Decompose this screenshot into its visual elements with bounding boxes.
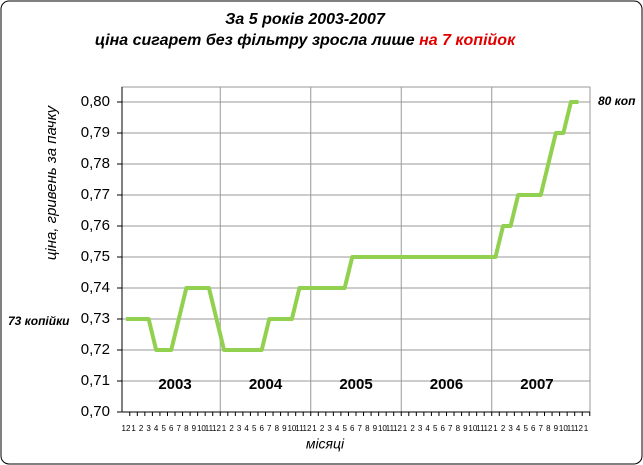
x-tick-label: 8	[456, 424, 461, 433]
y-tick-label: 0,75	[81, 248, 110, 265]
y-tick-label: 0,74	[81, 279, 110, 296]
x-tick-label: 5	[342, 424, 347, 433]
year-label: 2004	[249, 376, 283, 393]
x-tick-label: 5	[523, 424, 528, 433]
x-tick-label: 1	[584, 424, 589, 433]
annotation: 73 копійки	[8, 314, 70, 328]
x-tick-label: 12	[574, 424, 583, 433]
x-tick-label: 12	[484, 424, 493, 433]
x-tick-label: 6	[169, 424, 174, 433]
year-label: 2005	[339, 376, 372, 393]
x-tick-label: 9	[192, 424, 197, 433]
x-tick-label: 8	[546, 424, 551, 433]
y-tick-label: 0,77	[81, 186, 110, 203]
x-tick-label: 5	[433, 424, 438, 433]
line-series	[126, 100, 579, 352]
chart-title: За 5 років 2003-2007	[225, 11, 386, 28]
year-label: 2003	[158, 376, 191, 393]
x-tick-label: 2	[501, 424, 506, 433]
annotation: 80 коп	[598, 94, 636, 108]
x-tick-label: 6	[531, 424, 536, 433]
x-tick-label: 1	[222, 424, 227, 433]
x-tick-label: 12	[122, 424, 131, 433]
subtitle-text: ціна сигарет без фільтру зросла лише	[95, 32, 415, 49]
subtitle-highlight: на 7 копійок	[419, 32, 516, 49]
y-axis-label: ціна, гривень за пачку	[43, 104, 60, 260]
x-tick-label: 6	[440, 424, 445, 433]
x-tick-label: 9	[282, 424, 287, 433]
x-tick-label: 3	[327, 424, 332, 433]
x-tick-label: 3	[237, 424, 242, 433]
x-tick-label: 1	[131, 424, 136, 433]
x-tick-label: 8	[365, 424, 370, 433]
chart-subtitle: ціна сигарет без фільтру зросла лише на …	[95, 32, 516, 49]
y-tick-label: 0,80	[81, 93, 110, 110]
x-tick-label: 5	[161, 424, 166, 433]
x-tick-label: 10	[378, 424, 387, 433]
x-tick-label: 7	[358, 424, 363, 433]
y-tick-label: 0,76	[81, 217, 110, 234]
y-tick-label: 0,73	[81, 310, 110, 327]
x-axis-label: місяці	[306, 436, 345, 452]
year-label: 2007	[520, 376, 553, 393]
x-tick-label: 8	[275, 424, 280, 433]
x-tick-label: 11	[295, 424, 304, 433]
y-tick-label: 0,71	[81, 372, 110, 389]
x-tick-label: 4	[244, 424, 249, 433]
x-tick-label: 12	[303, 424, 312, 433]
x-tick-label: 6	[260, 424, 265, 433]
y-tick-label: 0,78	[81, 155, 110, 172]
x-tick-label: 2	[320, 424, 325, 433]
x-tick-label: 10	[559, 424, 568, 433]
y-tick-label: 0,70	[81, 403, 110, 420]
y-tick-label: 0,72	[81, 341, 110, 358]
year-label: 2006	[430, 376, 463, 393]
x-tick-label: 10	[287, 424, 296, 433]
x-tick-label: 7	[448, 424, 453, 433]
x-tick-label: 11	[205, 424, 214, 433]
x-tick-label: 10	[197, 424, 206, 433]
x-tick-label: 2	[410, 424, 415, 433]
x-tick-label: 9	[373, 424, 378, 433]
y-tick-label: 0,79	[81, 124, 110, 141]
x-tick-label: 3	[418, 424, 423, 433]
x-tick-label: 9	[554, 424, 559, 433]
x-tick-label: 3	[508, 424, 513, 433]
x-tick-label: 4	[425, 424, 430, 433]
x-tick-label: 2	[229, 424, 234, 433]
x-tick-label: 1	[493, 424, 498, 433]
x-tick-label: 11	[567, 424, 576, 433]
x-tick-label: 11	[386, 424, 395, 433]
x-tick-label: 4	[516, 424, 521, 433]
x-tick-label: 9	[463, 424, 468, 433]
x-tick-label: 7	[539, 424, 544, 433]
x-tick-label: 3	[146, 424, 151, 433]
x-tick-label: 11	[476, 424, 485, 433]
x-tick-label: 6	[350, 424, 355, 433]
x-tick-label: 12	[212, 424, 221, 433]
x-tick-label: 7	[177, 424, 182, 433]
x-tick-label: 4	[154, 424, 159, 433]
x-tick-label: 1	[312, 424, 317, 433]
x-tick-label: 10	[468, 424, 477, 433]
x-tick-label: 7	[267, 424, 272, 433]
x-tick-label: 12	[393, 424, 402, 433]
x-tick-label: 8	[184, 424, 189, 433]
x-tick-label: 4	[335, 424, 340, 433]
x-tick-label: 2	[139, 424, 144, 433]
x-tick-label: 5	[252, 424, 257, 433]
x-tick-label: 1	[403, 424, 408, 433]
